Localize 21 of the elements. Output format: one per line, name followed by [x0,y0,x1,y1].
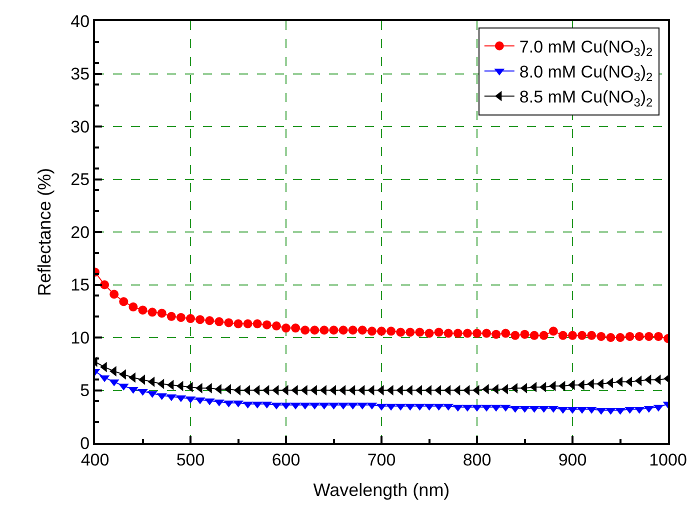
x-tick-label: 800 [462,450,492,470]
x-axis-title: Wavelength (nm) [313,480,450,500]
legend-label: 8.0 mM Cu(NO$_{3}$)$_{2}$ [519,62,653,84]
y-tick-label: 40 [70,12,90,31]
y-tick-label: 30 [70,117,90,136]
legend-label: 7.0 mM Cu(NO$_{3}$)$_{2}$ [519,38,653,60]
y-tick-label: 15 [70,276,90,295]
y-tick-label: 20 [70,222,90,242]
y-tick-label: 10 [70,328,90,348]
y-tick-label: 35 [70,64,90,84]
y-tick-label: 5 [80,381,90,400]
x-tick-label: 500 [176,450,205,470]
x-tick-label: 400 [80,450,110,470]
x-tick-label: 600 [272,450,300,470]
x-tick-label: 900 [558,450,587,470]
x-tick-label: 1000 [649,450,687,470]
y-tick-label: 25 [70,170,90,190]
y-tick-label: 0 [80,434,90,453]
y-axis-title: Reflectance (%) [34,168,54,296]
x-tick-label: 700 [367,450,396,470]
legend-label: 8.5 mM Cu(NO$_{3}$)$_{2}$ [519,88,653,110]
